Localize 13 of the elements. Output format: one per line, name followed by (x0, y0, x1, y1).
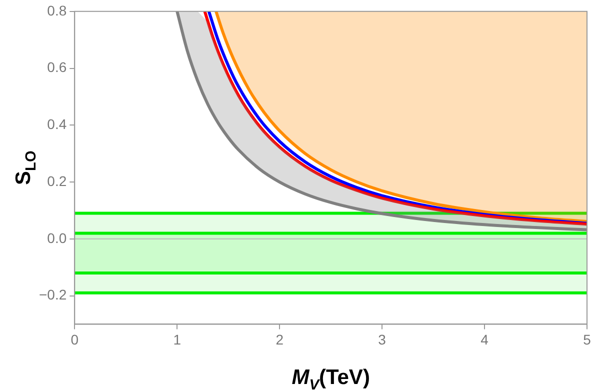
y-tick-label: 0.8 (47, 2, 67, 18)
x-tick-label: 4 (480, 331, 489, 348)
y-tick-label: 0.2 (47, 172, 67, 189)
x-tick-label: 5 (583, 331, 592, 348)
x-tick-label: 1 (173, 331, 182, 348)
y-tick-label: 0.6 (47, 59, 67, 76)
x-tick-label: 0 (70, 331, 79, 348)
x-tick-label: 3 (378, 331, 386, 348)
y-axis-title: SLO (12, 150, 40, 185)
y-tick-label: 0.0 (47, 230, 67, 246)
y-tick-label: 0.4 (47, 116, 67, 132)
x-tick-label: 2 (276, 331, 284, 348)
y-tick-label: −0.2 (38, 286, 67, 303)
